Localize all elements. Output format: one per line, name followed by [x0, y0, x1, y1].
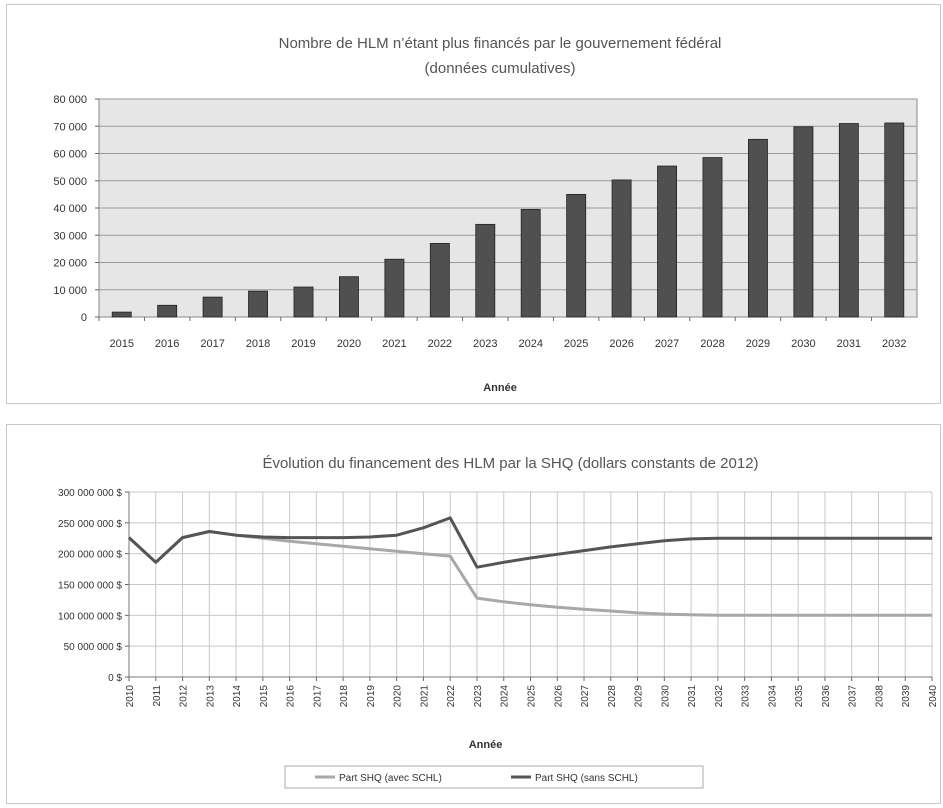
chart-1-x-tick-label: 2017	[200, 338, 224, 350]
chart-1-x-tick-label: 2024	[518, 338, 542, 350]
chart-2-x-tick-label: 2011	[152, 685, 163, 707]
chart-2-x-tick-label: 2021	[419, 685, 430, 708]
chart-1-x-tick-label: 2031	[837, 338, 861, 350]
chart-2-x-tick-label: 2028	[607, 685, 618, 708]
chart-1-container: Nombre de HLM n’étant plus financés par …	[6, 4, 941, 404]
chart-1-y-tick-label: 60 000	[53, 149, 87, 161]
chart-2-x-tick-label: 2010	[125, 685, 136, 708]
chart-2-x-tick-label: 2031	[687, 685, 698, 708]
chart-1-y-tick-label: 0	[81, 312, 87, 324]
chart-1-x-tick-label: 2027	[655, 338, 679, 350]
chart-1-bar-2028	[702, 157, 723, 318]
chart-1-x-axis-label: Année	[483, 382, 517, 394]
chart-2-y-tick-label: 100 000 000 $	[58, 611, 122, 622]
chart-1-svg: Nombre de HLM n’étant plus financés par …	[53, 35, 918, 394]
chart-1-x-tick-label: 2029	[746, 338, 770, 350]
chart-1-x-tick-label: 2020	[337, 338, 361, 350]
chart-2-x-tick-label: 2016	[286, 685, 297, 708]
chart-1-x-tick-label: 2030	[791, 338, 815, 350]
chart-1-bar-2023	[475, 223, 496, 318]
chart-1-bar-2020	[339, 276, 359, 318]
chart-2-y-tick-label: 50 000 000 $	[64, 642, 123, 653]
chart-2-x-axis-label: Année	[469, 739, 503, 751]
chart-1-bar-2032	[884, 122, 905, 318]
chart-1-y-tick-label: 50 000	[53, 176, 87, 188]
chart-2-x-tick-label: 2037	[848, 685, 859, 708]
chart-2-x-tick-label: 2024	[500, 685, 511, 708]
chart-1-subtitle: (données cumulatives)	[425, 60, 576, 77]
chart-2-y-tick-label: 150 000 000 $	[58, 581, 122, 592]
chart-2-x-tick-label: 2029	[634, 685, 645, 708]
chart-1-bar-2015	[111, 311, 132, 318]
chart-2-x-tick-label: 2013	[205, 685, 216, 708]
chart-1-bar-2018	[248, 290, 268, 318]
chart-2-legend	[284, 765, 704, 789]
chart-1-y-tick-label: 20 000	[53, 258, 87, 270]
chart-2-x-tick-label: 2018	[339, 685, 350, 708]
chart-2-x-tick-label: 2032	[714, 685, 725, 708]
chart-2-x-tick-label: 2040	[928, 685, 939, 708]
chart-2-x-tick-label: 2033	[741, 685, 752, 708]
chart-1-x-tick-label: 2025	[564, 338, 588, 350]
chart-2-x-tick-label: 2025	[527, 685, 538, 708]
chart-1-x-tick-label: 2023	[473, 338, 497, 350]
chart-1-y-tick-label: 70 000	[53, 121, 87, 133]
chart-2-container: Évolution du financement des HLM par la …	[6, 424, 941, 804]
chart-1-x-tick-label: 2015	[109, 338, 133, 350]
chart-2-title: Évolution du financement des HLM par la …	[262, 455, 758, 472]
chart-2-y-tick-label: 300 000 000 $	[58, 488, 122, 499]
chart-1-x-tick-label: 2021	[382, 338, 406, 350]
chart-2-x-tick-label: 2017	[312, 685, 323, 708]
chart-1-x-tick-label: 2028	[700, 338, 724, 350]
chart-2-x-tick-label: 2027	[580, 685, 591, 708]
chart-1-bar-2031	[838, 123, 859, 318]
chart-1-bar-2025	[566, 193, 587, 318]
chart-2-legend-label-2: Part SHQ (sans SCHL)	[535, 773, 638, 784]
chart-2-x-tick-label: 2039	[901, 685, 912, 708]
chart-2-y-tick-label: 250 000 000 $	[58, 519, 122, 530]
chart-1-bar-2030	[793, 126, 814, 318]
chart-1-bar-2021	[384, 258, 405, 318]
chart-1-y-tick-label: 10 000	[53, 285, 87, 297]
chart-1-x-tick-label: 2019	[291, 338, 315, 350]
chart-1-y-tick-label: 40 000	[53, 203, 87, 215]
chart-1-y-tick-label: 80 000	[53, 94, 87, 106]
chart-1-title: Nombre de HLM n’étant plus financés par …	[279, 35, 722, 52]
chart-2-x-tick-label: 2023	[473, 685, 484, 708]
chart-2-y-tick-label: 0 $	[108, 673, 122, 684]
chart-1-x-tick-label: 2032	[882, 338, 906, 350]
chart-2-x-tick-label: 2035	[794, 685, 805, 708]
chart-2-x-tick-label: 2030	[660, 685, 671, 708]
chart-2-x-tick-label: 2019	[366, 685, 377, 708]
chart-1-bar-2017	[202, 296, 223, 318]
chart-2-svg: Évolution du financement des HLM par la …	[58, 455, 939, 789]
chart-2-x-tick-label: 2038	[874, 685, 885, 708]
chart-2-series-line-2	[127, 516, 932, 569]
chart-1-x-tick-label: 2026	[609, 338, 633, 350]
chart-2-x-tick-label: 2026	[553, 685, 564, 708]
chart-1-bar-2029	[748, 138, 768, 318]
chart-1-x-tick-label: 2022	[428, 338, 452, 350]
chart-1-x-tick-label: 2018	[246, 338, 270, 350]
chart-2-x-tick-label: 2034	[767, 685, 778, 708]
chart-2-legend-label-1: Part SHQ (avec SCHL)	[339, 773, 442, 784]
chart-1-bar-2027	[657, 165, 677, 318]
chart-2-x-tick-label: 2036	[821, 685, 832, 708]
chart-1-bar-2019	[293, 286, 314, 318]
chart-2-x-tick-label: 2014	[232, 685, 243, 708]
chart-2-x-tick-label: 2020	[393, 685, 404, 708]
chart-1-bar-2024	[520, 208, 541, 318]
chart-1-bar-2016	[157, 304, 178, 318]
chart-2-x-tick-label: 2012	[179, 685, 190, 708]
chart-1-x-tick-label: 2016	[155, 338, 179, 350]
chart-2-x-tick-label: 2015	[259, 685, 270, 708]
chart-1-y-tick-label: 30 000	[53, 230, 87, 242]
chart-1-bar-2026	[611, 179, 632, 318]
chart-1-bar-2022	[429, 243, 450, 318]
chart-2-x-tick-label: 2022	[446, 685, 457, 708]
chart-2-y-tick-label: 200 000 000 $	[58, 550, 122, 561]
